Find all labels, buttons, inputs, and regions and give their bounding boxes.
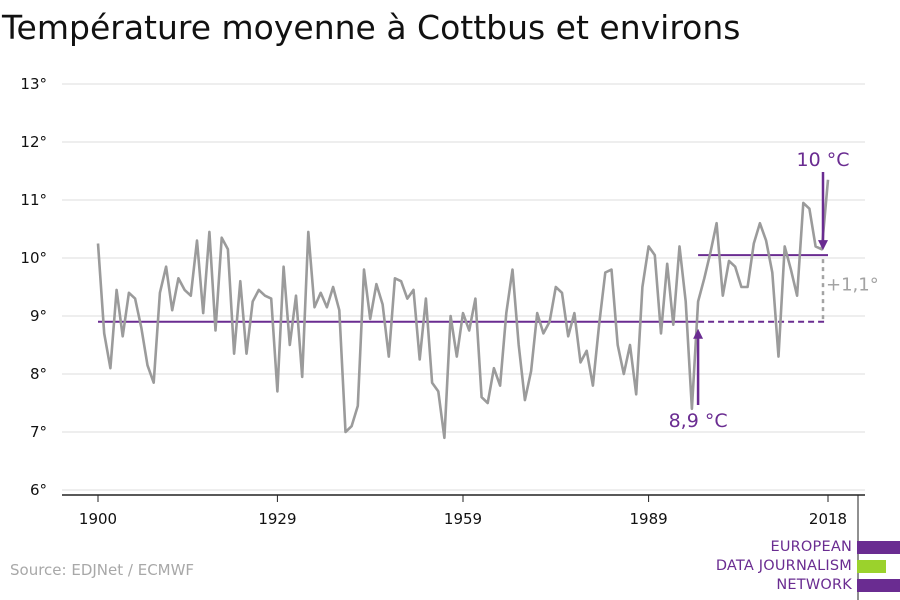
- temperature-series-line: [96, 179, 830, 440]
- y-tick-label: 13°: [20, 75, 47, 93]
- y-tick-label: 12°: [20, 133, 47, 151]
- y-tick-label: 8°: [30, 365, 47, 383]
- source-note: Source: EDJNet / ECMWF: [10, 561, 195, 579]
- series-layer: [96, 179, 830, 440]
- edjnet-logo: EUROPEAN DATA JOURNALISM NETWORK: [700, 539, 900, 597]
- logo-bar-1: [857, 541, 900, 554]
- difference-label: +1,1°: [826, 274, 879, 295]
- y-tick-label: 10°: [20, 249, 47, 267]
- x-tick-label: 1929: [258, 510, 296, 528]
- logo-bar-3: [857, 579, 900, 592]
- x-tick-label: 2018: [809, 510, 847, 528]
- recent-mean-label: 10 °C: [797, 149, 850, 171]
- logo-line-2: DATA JOURNALISM: [715, 558, 852, 574]
- y-tick-label: 6°: [30, 481, 47, 499]
- chart-title: Température moyenne à Cottbus et environ…: [2, 8, 741, 47]
- y-tick-label: 11°: [20, 191, 47, 209]
- grid: [62, 83, 865, 491]
- y-axis: 6° 7° 8° 9° 10° 11° 12° 13°: [20, 75, 47, 499]
- y-tick-label: 7°: [30, 423, 47, 441]
- reference-mean-label: 8,9 °C: [669, 410, 728, 432]
- x-tick-label: 1959: [444, 510, 482, 528]
- x-tick-label: 1900: [79, 510, 117, 528]
- y-tick-label: 9°: [30, 307, 47, 325]
- annotations: +1,1° 10 °C 8,9 °C: [669, 149, 879, 432]
- logo-line-1: EUROPEAN: [770, 539, 852, 555]
- logo-line-3: NETWORK: [776, 577, 852, 593]
- logo-bar-2: [857, 560, 886, 573]
- x-tick-label: 1989: [629, 510, 667, 528]
